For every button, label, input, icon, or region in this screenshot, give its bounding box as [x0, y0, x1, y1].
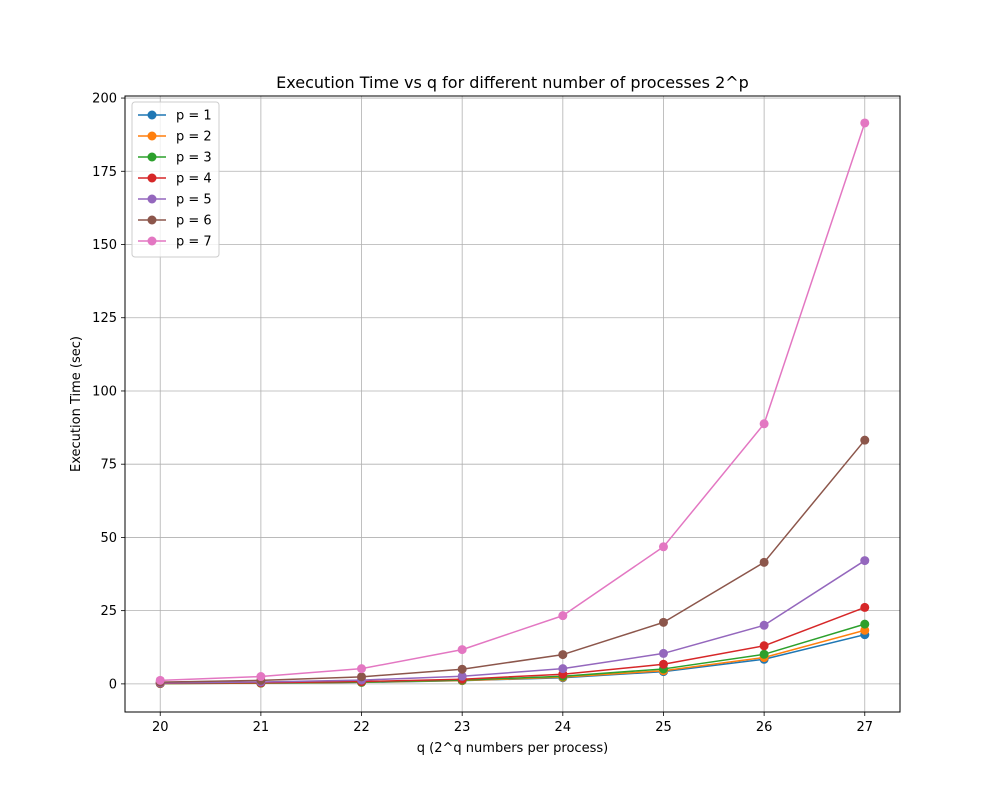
legend-label: p = 1	[176, 109, 212, 124]
data-point	[357, 672, 367, 682]
data-point	[457, 664, 467, 674]
x-axis-title: q (2^q numbers per process)	[417, 741, 608, 756]
y-tick-label: 75	[100, 458, 117, 473]
data-point	[558, 650, 568, 660]
legend-label: p = 5	[176, 193, 212, 208]
data-point	[155, 675, 165, 685]
data-point	[860, 118, 870, 128]
data-point	[658, 617, 668, 627]
series-5	[155, 556, 870, 688]
y-tick-label: 150	[92, 238, 117, 253]
legend-label: p = 7	[176, 235, 212, 250]
x-axis-ticks: 20 21 22 23 24 25 26 27	[152, 712, 873, 735]
x-tick-label: 21	[253, 720, 270, 735]
data-point	[658, 542, 668, 552]
y-tick-label: 25	[100, 604, 117, 619]
data-point	[860, 619, 870, 629]
data-point	[860, 435, 870, 445]
x-tick-label: 22	[353, 720, 370, 735]
data-point	[759, 419, 769, 429]
data-point	[558, 664, 568, 674]
y-tick-label: 50	[100, 531, 117, 546]
legend-item: p = 4	[138, 172, 212, 187]
data-point	[860, 556, 870, 566]
y-tick-label: 125	[92, 311, 117, 326]
y-axis-title: Execution Time (sec)	[69, 336, 84, 472]
legend-item: p = 2	[138, 130, 212, 145]
series-line	[160, 122, 866, 682]
x-tick-label: 27	[856, 720, 873, 735]
legend-marker	[147, 194, 157, 204]
legend-item: p = 5	[138, 193, 212, 208]
x-tick-label: 23	[454, 720, 471, 735]
legend-label: p = 2	[176, 130, 212, 145]
series-layer	[155, 118, 870, 689]
data-point	[357, 664, 367, 674]
legend-item: p = 1	[138, 109, 212, 124]
legend-label: p = 3	[176, 151, 212, 166]
legend-label: p = 4	[176, 172, 212, 187]
data-point	[658, 659, 668, 669]
data-point	[860, 625, 870, 635]
legend-marker	[147, 215, 157, 225]
data-point	[759, 649, 769, 659]
y-axis-ticks: 0 25 50 75 100 125 150 175 200	[92, 92, 125, 692]
y-tick-label: 0	[109, 677, 117, 692]
chart-title: Execution Time vs q for different number…	[276, 73, 749, 92]
data-point	[457, 645, 467, 655]
legend-marker	[147, 131, 157, 141]
plot-area-frame	[124, 95, 901, 713]
legend-marker	[147, 173, 157, 183]
data-point	[759, 641, 769, 651]
legend: p = 1 p = 2 p = 3 p = 4 p = 5 p = 6 p = 7	[131, 101, 220, 258]
data-point	[860, 602, 870, 612]
legend-item: p = 3	[138, 151, 212, 166]
data-point	[256, 672, 266, 682]
x-tick-label: 24	[555, 720, 572, 735]
series-7	[155, 118, 870, 685]
data-point	[658, 648, 668, 658]
x-tick-label: 20	[152, 720, 169, 735]
data-point	[759, 557, 769, 567]
legend-marker	[147, 152, 157, 162]
series-line	[160, 606, 866, 685]
series-line	[160, 439, 866, 683]
legend-item: p = 7	[138, 235, 212, 250]
legend-label: p = 6	[176, 214, 212, 229]
x-tick-label: 25	[655, 720, 672, 735]
series-line	[160, 559, 866, 684]
x-tick-label: 26	[756, 720, 773, 735]
y-tick-label: 200	[92, 92, 117, 107]
y-tick-label: 175	[92, 165, 117, 180]
data-point	[759, 620, 769, 630]
legend-marker	[147, 110, 157, 120]
data-point	[457, 671, 467, 681]
data-point	[558, 611, 568, 621]
legend-item: p = 6	[138, 214, 212, 229]
legend-marker	[147, 236, 157, 246]
y-tick-label: 100	[92, 384, 117, 399]
